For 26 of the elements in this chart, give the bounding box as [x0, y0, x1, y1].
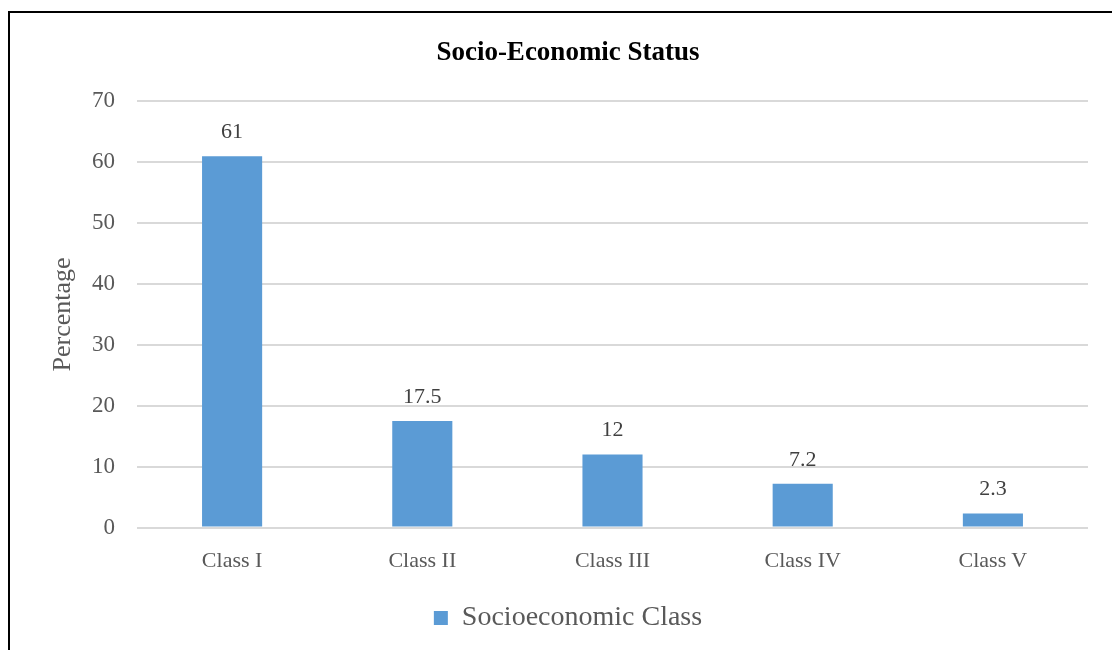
y-tick-label: 20 [92, 391, 115, 417]
data-label: 61 [221, 117, 244, 143]
data-label: 12 [601, 416, 624, 442]
y-tick-label: 70 [92, 87, 115, 113]
bar [582, 454, 643, 527]
chart-title: Socio-Economic Status [436, 36, 700, 67]
data-label: 17.5 [403, 382, 442, 408]
bar [962, 513, 1023, 527]
y-tick-label: 50 [92, 209, 115, 235]
data-label: 7.2 [788, 445, 817, 471]
y-tick-label: 0 [103, 513, 115, 539]
data-label: 2.3 [979, 475, 1007, 501]
y-tick-label: 60 [92, 148, 115, 174]
x-tick-label: Class V [958, 546, 1028, 572]
x-tick-label: Class I [201, 546, 263, 572]
y-tick-label: 30 [92, 330, 115, 356]
x-tick-label: Class II [388, 546, 457, 572]
x-tick-label: Class IV [764, 546, 841, 572]
legend-label: Socioeconomic Class [461, 600, 703, 632]
x-tick-label: Class III [574, 546, 651, 572]
bar [392, 421, 453, 527]
y-axis-title: Percentage [47, 257, 77, 372]
bar [772, 483, 833, 527]
y-tick-label: 10 [92, 452, 115, 478]
bar [202, 156, 263, 527]
y-tick-label: 40 [92, 270, 115, 296]
